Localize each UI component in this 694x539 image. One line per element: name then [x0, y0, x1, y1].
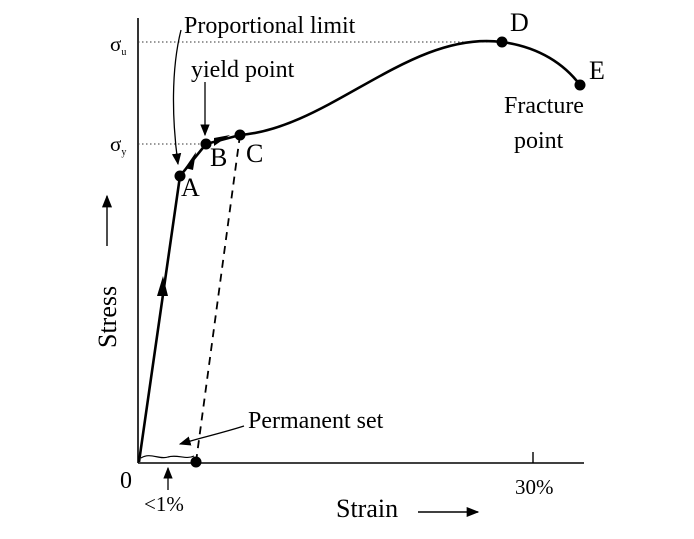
proportional-limit-arrow	[171, 29, 182, 166]
sigma-y-base: σ	[110, 132, 121, 156]
loading-arrow-upper	[185, 152, 196, 170]
fracture-label-line2: point	[514, 128, 564, 154]
point-c-marker	[234, 129, 246, 141]
yield-point-label: yield point	[191, 57, 295, 83]
proportional-limit-label: Proportional limit	[184, 13, 356, 39]
origin-label: 0	[120, 468, 132, 494]
stress-strain-curve	[137, 39, 582, 463]
point-b-label: B	[210, 143, 227, 172]
point-a-marker	[174, 170, 186, 182]
permanent-set-label: Permanent set	[248, 408, 384, 434]
fracture-label-line1: Fracture	[504, 93, 584, 119]
unloading-line	[195, 134, 241, 463]
yield-arrow-b	[214, 135, 230, 146]
permanent-set-brace	[140, 455, 195, 459]
sigma-y-label: σy	[110, 132, 126, 158]
point-d-label: D	[510, 8, 529, 37]
sigma-u-sub: u	[121, 47, 126, 58]
small-strain-label: <1%	[144, 492, 184, 516]
point-a-label: A	[181, 173, 200, 202]
sigma-y-sub: y	[121, 147, 126, 158]
point-e-marker	[574, 79, 586, 91]
x-axis-title: Strain	[336, 494, 398, 523]
sigma-u-base: σ	[110, 32, 121, 56]
x-tick-30-label: 30%	[515, 475, 554, 499]
y-axis-title: Stress	[93, 286, 122, 348]
point-b-marker	[200, 138, 212, 150]
sigma-u-label: σu	[110, 32, 126, 58]
loading-arrow-lower	[157, 276, 168, 296]
point-c-label: C	[246, 139, 263, 168]
permanent-set-marker	[190, 456, 202, 468]
point-e-label: E	[589, 56, 605, 85]
permanent-set-arrow	[178, 425, 245, 446]
point-d-marker	[496, 36, 508, 48]
